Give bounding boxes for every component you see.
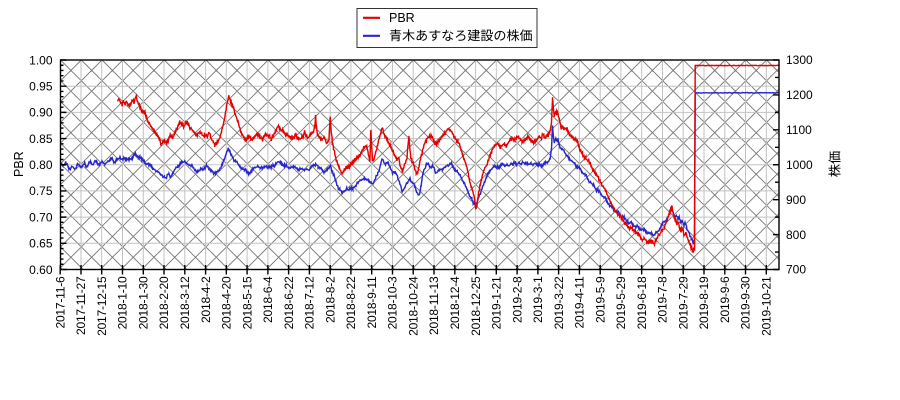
svg-text:2019-5-9: 2019-5-9: [593, 276, 607, 323]
svg-text:0.90: 0.90: [29, 106, 53, 120]
svg-text:2019-8-19: 2019-8-19: [697, 276, 711, 329]
svg-text:2018-10-3: 2018-10-3: [386, 276, 400, 329]
svg-text:2019-7-29: 2019-7-29: [676, 276, 690, 329]
svg-text:2018-12-4: 2018-12-4: [448, 276, 462, 329]
svg-text:2019-1-21: 2019-1-21: [490, 276, 504, 329]
svg-text:0.75: 0.75: [29, 184, 53, 198]
svg-text:2018-3-12: 2018-3-12: [178, 276, 192, 329]
svg-text:700: 700: [786, 263, 806, 277]
svg-text:2018-9-11: 2018-9-11: [365, 276, 379, 329]
svg-text:2019-4-11: 2019-4-11: [573, 276, 587, 329]
svg-text:0.70: 0.70: [29, 210, 53, 224]
svg-text:900: 900: [786, 193, 806, 207]
svg-text:0.65: 0.65: [29, 237, 53, 251]
svg-text:2018-8-2: 2018-8-2: [323, 276, 337, 323]
svg-text:1100: 1100: [786, 123, 812, 137]
svg-text:2019-9-30: 2019-9-30: [739, 276, 753, 329]
svg-text:800: 800: [786, 228, 806, 242]
svg-text:2019-9-6: 2019-9-6: [718, 276, 732, 323]
svg-text:2018-4-20: 2018-4-20: [220, 276, 234, 329]
svg-text:2018-8-22: 2018-8-22: [344, 276, 358, 329]
svg-text:2018-11-13: 2018-11-13: [427, 276, 441, 335]
svg-text:2017-12-15: 2017-12-15: [95, 276, 109, 336]
svg-text:0.60: 0.60: [29, 263, 53, 277]
svg-text:0.80: 0.80: [29, 158, 53, 172]
svg-text:0.85: 0.85: [29, 132, 53, 146]
svg-text:2017-11-6: 2017-11-6: [53, 276, 67, 329]
svg-text:2018-1-30: 2018-1-30: [137, 276, 151, 329]
svg-text:2019-3-1: 2019-3-1: [531, 276, 545, 323]
svg-text:1300: 1300: [786, 53, 813, 67]
svg-text:2018-6-22: 2018-6-22: [282, 276, 296, 329]
svg-text:1200: 1200: [786, 88, 813, 102]
svg-text:0.95: 0.95: [29, 80, 53, 94]
svg-text:2019-10-21: 2019-10-21: [760, 276, 774, 336]
svg-text:2019-3-22: 2019-3-22: [552, 276, 566, 329]
svg-text:2018-2-20: 2018-2-20: [157, 276, 171, 329]
svg-text:2018-7-12: 2018-7-12: [303, 276, 317, 329]
svg-text:2018-6-4: 2018-6-4: [261, 276, 275, 323]
svg-text:2018-5-15: 2018-5-15: [240, 276, 254, 329]
svg-text:2018-12-25: 2018-12-25: [469, 276, 483, 336]
svg-text:2019-5-29: 2019-5-29: [614, 276, 628, 329]
svg-text:2017-11-27: 2017-11-27: [74, 276, 88, 335]
svg-text:2019-2-8: 2019-2-8: [510, 276, 524, 323]
svg-text:PBR: PBR: [389, 11, 415, 25]
svg-text:2018-4-2: 2018-4-2: [199, 276, 213, 323]
svg-text:2018-1-10: 2018-1-10: [116, 276, 130, 329]
svg-text:1000: 1000: [786, 158, 813, 172]
svg-text:2018-10-24: 2018-10-24: [406, 276, 420, 336]
svg-text:2019-7-8: 2019-7-8: [656, 276, 670, 323]
svg-text:2019-6-18: 2019-6-18: [635, 276, 649, 329]
svg-text:PBR: PBR: [12, 151, 26, 177]
svg-text:1.00: 1.00: [29, 53, 53, 67]
